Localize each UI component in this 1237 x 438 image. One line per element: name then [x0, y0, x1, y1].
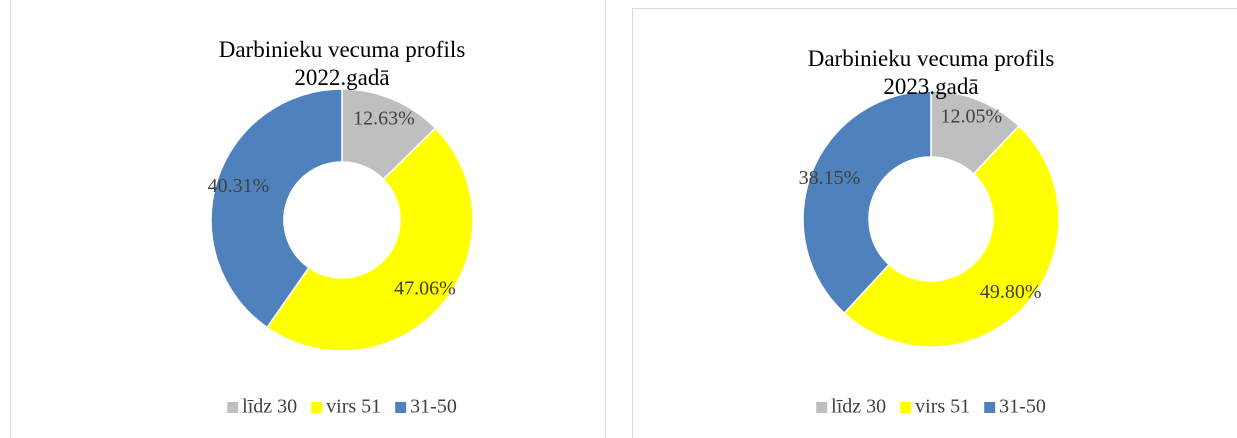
legend-swatch [816, 402, 828, 413]
data-label: 38.15% [799, 167, 861, 189]
data-label: 47.06% [394, 278, 456, 300]
legend-label: 31-50 [410, 396, 457, 418]
legend-label: virs 51 [915, 396, 970, 418]
chart-title: Darbinieku vecuma profils 2022.gadā [218, 37, 466, 90]
slice [210, 88, 343, 329]
slice [266, 127, 474, 352]
legend-swatch [395, 402, 407, 413]
legend-label: virs 51 [326, 396, 381, 418]
data-label: 12.05% [940, 105, 1002, 127]
legend-swatch [900, 402, 912, 413]
slice [843, 124, 1060, 348]
legend-swatch [311, 402, 323, 413]
data-label: 49.80% [980, 281, 1042, 303]
panel [10, 0, 606, 438]
data-label: 40.31% [208, 175, 270, 197]
data-label: 12.63% [353, 108, 415, 130]
legend-label: 31-50 [999, 396, 1046, 418]
legend-label: līdz 30 [242, 396, 297, 418]
chart-title: Darbinieku vecuma profils 2023.gadā [807, 46, 1055, 99]
legend-swatch [984, 402, 996, 413]
legend-label: līdz 30 [831, 396, 886, 418]
slice [802, 90, 932, 315]
legend-swatch [227, 402, 239, 413]
panel [632, 8, 1237, 438]
